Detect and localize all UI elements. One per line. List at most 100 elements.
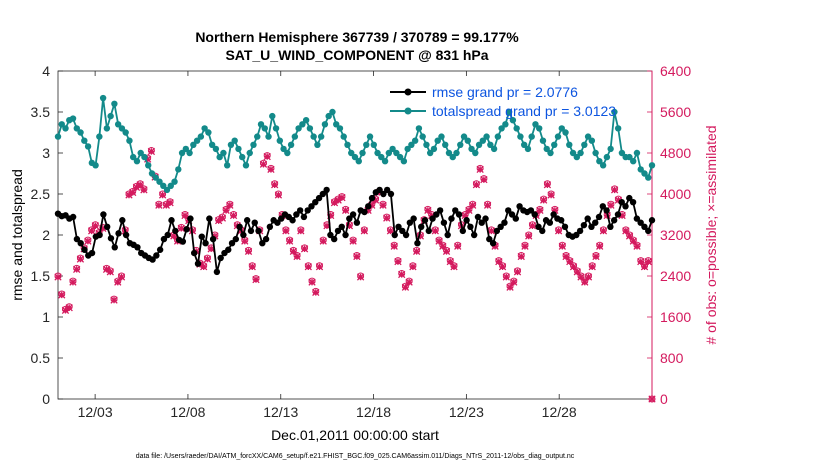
y-left-tick-label: 0 [42, 391, 50, 407]
obs-assimilated-point [386, 227, 395, 235]
rmse-point [346, 215, 353, 222]
totalspread-point [156, 178, 163, 185]
rmse-point [610, 217, 618, 224]
rmse-point [618, 199, 625, 206]
obs-assimilated-point [285, 237, 294, 245]
rmse-point [81, 246, 88, 253]
totalspread-point [502, 121, 509, 128]
totalspread-point [212, 145, 220, 153]
rmse-point [645, 227, 652, 235]
obs-assimilated-point [110, 296, 118, 304]
obs-assimilated-point [633, 242, 641, 250]
rmse-point [482, 215, 489, 222]
rmse-point [406, 219, 414, 226]
rmse-point [440, 219, 448, 226]
rmse-point [107, 235, 115, 242]
rmse-point [368, 194, 376, 202]
totalspread-point [385, 149, 393, 157]
rmse-point [448, 215, 455, 222]
obs-assimilated-point [226, 201, 234, 209]
obs-assimilated-point [528, 222, 537, 230]
rmse-point [459, 227, 467, 235]
totalspread-point [186, 149, 193, 157]
obs-assimilated-point [87, 227, 96, 235]
rmse-point [391, 231, 398, 239]
totalspread-point [287, 141, 295, 148]
legend-spread-label: totalspread grand pr = 3.0123 [432, 103, 616, 119]
obs-assimilated-point [442, 247, 451, 256]
totalspread-point [408, 141, 415, 148]
obs-assimilated-point [300, 245, 309, 253]
totalspread-point [329, 108, 336, 116]
obs-assimilated-point [244, 247, 253, 256]
rmse-point [535, 223, 542, 230]
rmse-point [168, 217, 175, 224]
rmse-point [573, 231, 580, 239]
obs-assimilated-point [356, 273, 365, 281]
rmse-point [255, 227, 262, 235]
totalspread-point [141, 153, 148, 161]
obs-assimilated-point [170, 232, 178, 240]
rmse-point [474, 213, 482, 221]
obs-assimilated-point [349, 237, 357, 245]
totalspread-point [257, 121, 265, 128]
rmse-point [232, 235, 240, 243]
obs-assimilated-point [58, 291, 66, 299]
totalspread-point [573, 153, 581, 161]
y-left-tick-label: 2 [42, 227, 50, 243]
rmse-point [633, 215, 641, 222]
rmse-point [429, 215, 436, 222]
y-left-tick-label: 2.5 [31, 186, 51, 202]
totalspread-point [107, 112, 114, 120]
rmse-point [319, 190, 327, 198]
totalspread-point [539, 137, 547, 144]
totalspread-point [359, 149, 366, 157]
rmse-point [103, 223, 111, 230]
obs-assimilated-point [125, 191, 133, 199]
obs-assimilated-point [472, 181, 481, 189]
obs-assimilated-point [521, 242, 529, 250]
totalspread-point [374, 149, 381, 157]
totalspread-point [333, 121, 340, 128]
obs-assimilated-point [491, 242, 499, 250]
totalspread-point [201, 125, 208, 132]
obs-assimilated-point [353, 252, 361, 261]
rmse-point [467, 223, 474, 230]
obs-assimilated-point [629, 237, 637, 245]
totalspread-point [475, 141, 483, 148]
rmse-point [202, 240, 209, 247]
obs-assimilated-point [435, 237, 443, 245]
totalspread-point [310, 133, 317, 140]
rmse-point [395, 223, 402, 230]
obs-assimilated-point [106, 268, 114, 276]
obs-assimilated-point [297, 227, 305, 235]
rmse-point [470, 231, 478, 239]
obs-assimilated-point [271, 181, 279, 189]
obs-assimilated-point [214, 216, 223, 225]
obs-assimilated-point [73, 265, 81, 273]
totalspread-point [205, 129, 212, 136]
obs-assimilated-point [622, 227, 630, 235]
totalspread-point [69, 115, 77, 122]
rmse-point [308, 203, 315, 210]
rmse-point [452, 207, 459, 214]
obs-assimilated-point [177, 224, 185, 232]
rmse-point [493, 227, 501, 235]
rmse-point [149, 256, 156, 263]
totalspread-point [596, 158, 603, 165]
x-tick-label: 12/03 [78, 404, 113, 420]
rmse-point [399, 227, 406, 235]
chart-title-line1: Northern Hemisphere 367739 / 370789 = 99… [195, 29, 519, 45]
totalspread-point [415, 125, 423, 132]
totalspread-point [396, 153, 404, 161]
totalspread-point [423, 141, 430, 148]
obs-assimilated-point [181, 211, 189, 220]
obs-assimilated-point [200, 263, 208, 271]
obs-assimilated-point [461, 211, 469, 220]
rmse-point [122, 231, 130, 239]
totalspread-point [378, 153, 385, 161]
obs-assimilated-point [364, 206, 372, 215]
obs-assimilated-point [618, 211, 626, 220]
totalspread-point [528, 133, 535, 140]
